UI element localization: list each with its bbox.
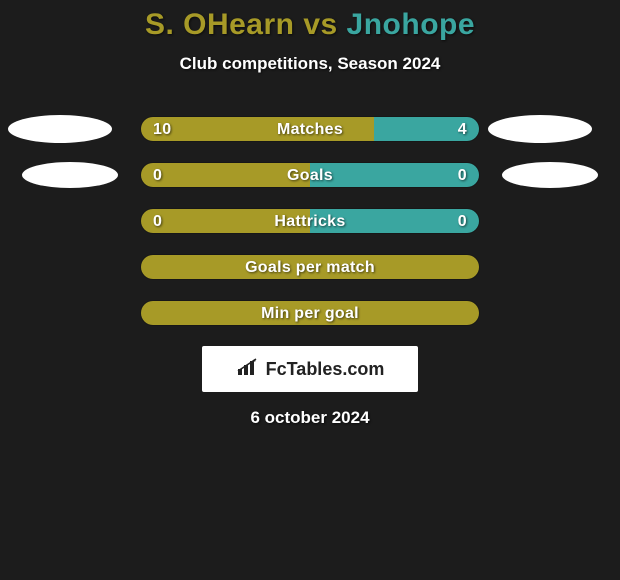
stat-bar: Matches10 4 xyxy=(140,116,480,142)
stat-label: Goals xyxy=(141,163,479,188)
stat-label: Goals per match xyxy=(141,255,479,280)
stat-label: Min per goal xyxy=(141,301,479,326)
left-value: 0 xyxy=(153,163,162,188)
left-value: 10 xyxy=(153,117,171,142)
subtitle: Club competitions, Season 2024 xyxy=(0,54,620,74)
page-title: S. OHearn vs Jnohope xyxy=(0,0,620,42)
stat-label: Hattricks xyxy=(141,209,479,234)
stat-row: Goals0 0 xyxy=(0,162,620,188)
left-value: 0 xyxy=(153,209,162,234)
left-profile-ellipse xyxy=(22,162,118,188)
right-value: 4 xyxy=(458,117,467,142)
right-value: 0 xyxy=(458,209,467,234)
stat-bar: Hattricks0 0 xyxy=(140,208,480,234)
brand-text: FcTables.com xyxy=(266,359,385,380)
player2-name: Jnohope xyxy=(347,8,476,41)
stat-row: Goals per match xyxy=(0,254,620,280)
comparison-chart: Matches104Goals00Hattricks00Goals per ma… xyxy=(0,116,620,326)
stat-row: Min per goal xyxy=(0,300,620,326)
stat-bar: Goals0 0 xyxy=(140,162,480,188)
right-profile-ellipse xyxy=(502,162,598,188)
stat-bar: Min per goal xyxy=(140,300,480,326)
left-profile-ellipse xyxy=(8,115,112,143)
brand-badge: FcTables.com xyxy=(202,346,418,392)
stat-bar: Goals per match xyxy=(140,254,480,280)
right-profile-ellipse xyxy=(488,115,592,143)
stat-row: Matches10 4 xyxy=(0,116,620,142)
player1-name: S. OHearn xyxy=(145,8,295,41)
stat-label: Matches xyxy=(141,117,479,142)
right-value: 0 xyxy=(458,163,467,188)
bar-chart-icon xyxy=(236,357,260,382)
date-line: 6 october 2024 xyxy=(0,408,620,428)
stat-row: Hattricks0 0 xyxy=(0,208,620,234)
vs-text: vs xyxy=(295,8,347,41)
